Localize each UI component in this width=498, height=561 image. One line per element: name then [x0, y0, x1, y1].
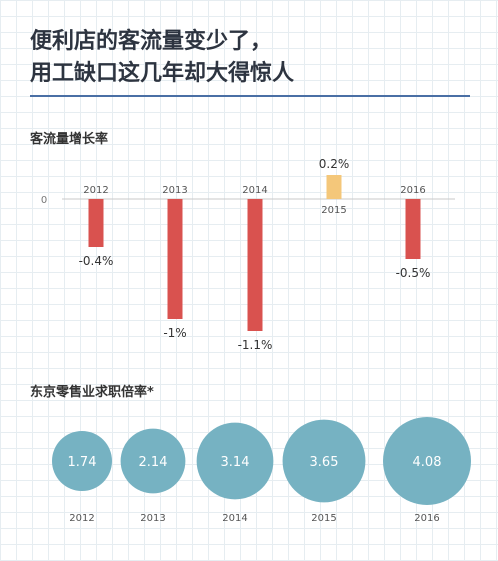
growth-bar-2014 [247, 199, 263, 331]
ratio-value-label-2012: 1.74 [68, 455, 97, 470]
ratio-year-label-2016: 2016 [414, 513, 439, 524]
ratio-year-label-2014: 2014 [222, 513, 247, 524]
growth-value-label-2013: -1% [163, 326, 186, 340]
ratio-bubble-2016 [383, 417, 471, 505]
growth-bar-2013 [167, 199, 183, 319]
growth-year-label-2013: 2013 [162, 185, 187, 196]
ratio-year-label-2012: 2012 [69, 513, 94, 524]
ratio-bubble-2012 [52, 431, 112, 491]
growth-value-label-2015: 0.2% [319, 157, 350, 171]
job-ratio-bubble-chart: 1.74 2012 2.14 2013 3.14 2014 3.65 2015 4.08 2016 [52, 417, 471, 524]
growth-year-label-2014: 2014 [242, 185, 267, 196]
ratio-bubble-2015 [282, 419, 366, 503]
growth-value-label-2014: -1.1% [238, 338, 273, 352]
growth-year-label-2015: 2015 [321, 205, 346, 216]
growth-value-label-2012: -0.4% [79, 254, 114, 268]
ratio-year-label-2015: 2015 [311, 513, 336, 524]
growth-bar-2012 [88, 199, 104, 247]
growth-bar-chart: 0 2012 -0.4% 2013 -1% 2014 -1.1% 2015 0.2% 2016 -0… [41, 157, 455, 352]
growth-chart-title: 客流量增长率 [30, 132, 109, 147]
ratio-bubble-2013 [120, 428, 186, 494]
title-line-1: 便利店的客流量变少了， [30, 29, 273, 54]
ratio-year-label-2013: 2013 [140, 513, 165, 524]
ratio-value-label-2015: 3.65 [310, 455, 339, 470]
title-divider [30, 95, 470, 97]
zero-tick-label: 0 [41, 195, 47, 206]
growth-bar-2015 [326, 175, 342, 199]
growth-year-label-2012: 2012 [83, 185, 108, 196]
growth-year-label-2016: 2016 [400, 185, 425, 196]
ratio-value-label-2016: 4.08 [413, 455, 442, 470]
title-line-2: 用工缺口这几年却大得惊人 [30, 61, 295, 86]
growth-bar-2016 [405, 199, 421, 259]
growth-value-label-2016: -0.5% [396, 266, 431, 280]
ratio-bubble-2014 [196, 422, 274, 500]
ratio-chart-title: 东京零售业求职倍率* [30, 385, 154, 400]
page-title: 便利店的客流量变少了， 用工缺口这几年却大得惊人 [30, 26, 294, 90]
ratio-value-label-2014: 3.14 [221, 455, 250, 470]
ratio-value-label-2013: 2.14 [139, 455, 168, 470]
